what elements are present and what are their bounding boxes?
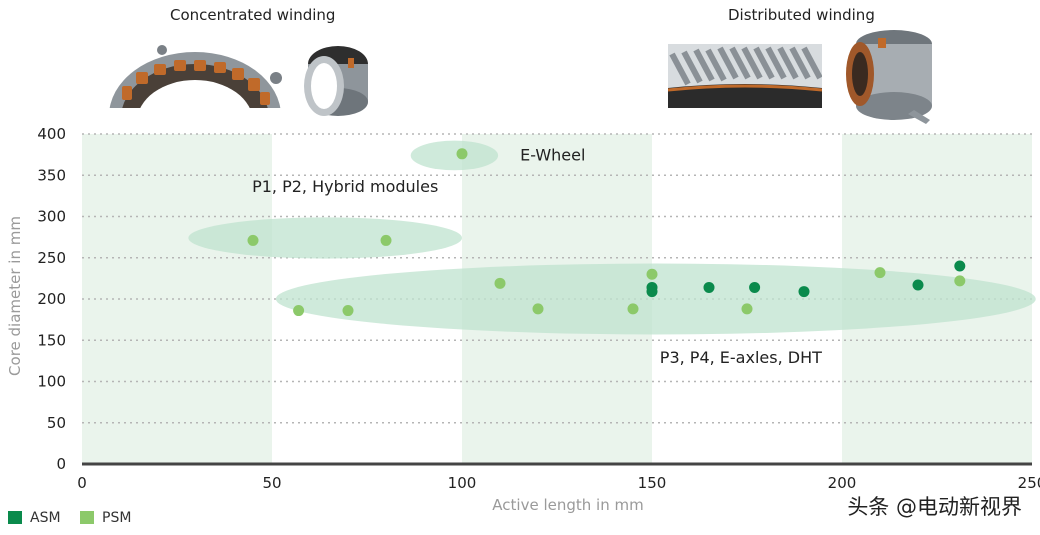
concentrated-stator-photo — [106, 44, 284, 108]
point-psm-8 — [646, 268, 658, 280]
y-tick-label-150: 150 — [37, 331, 66, 349]
y-tick-label-200: 200 — [37, 290, 66, 308]
point-psm-2 — [380, 234, 392, 246]
point-asm-1 — [646, 286, 658, 298]
x-tick-label-0: 0 — [77, 474, 87, 492]
x-tick-label-200: 200 — [828, 474, 857, 492]
data-points — [247, 148, 966, 317]
y-tick-label-100: 100 — [37, 373, 66, 391]
point-asm-4 — [798, 286, 810, 298]
point-psm-9 — [741, 303, 753, 315]
point-asm-6 — [954, 260, 966, 272]
point-psm-3 — [293, 305, 305, 317]
legend-swatch-psm — [80, 511, 94, 524]
region-label-2: P3, P4, E-axles, DHT — [660, 348, 822, 367]
distributed-winding-caption: Distributed winding — [728, 6, 875, 24]
point-psm-10 — [874, 267, 886, 279]
y-tick-label-250: 250 — [37, 249, 66, 267]
y-tick-label-350: 350 — [37, 166, 66, 184]
x-tick-label-50: 50 — [262, 474, 281, 492]
point-psm-7 — [627, 303, 639, 315]
x-tick-label-250: 250 — [1018, 474, 1040, 492]
point-psm-5 — [494, 277, 506, 289]
point-psm-1 — [247, 234, 259, 246]
y-tick-label-400: 400 — [37, 125, 66, 143]
legend-swatch-asm — [8, 511, 22, 524]
distributed-winding-closeup-photo — [668, 44, 822, 108]
region-label-0: E-Wheel — [520, 145, 585, 164]
point-psm-4 — [342, 305, 354, 317]
y-tick-label-50: 50 — [47, 414, 66, 432]
concentrated-winding-caption: Concentrated winding — [170, 6, 336, 24]
legend-label-asm: ASM — [30, 510, 61, 526]
y-tick-label-0: 0 — [56, 455, 66, 473]
application-regions: E-Wheel P1, P2, Hybrid modules P3, P4, E-a… — [188, 140, 1036, 367]
legend: ASM PSM — [8, 510, 131, 526]
region-label-1: P1, P2, Hybrid modules — [252, 177, 438, 196]
concentrated-rotor-photo — [292, 38, 372, 118]
point-asm-5 — [912, 279, 924, 291]
legend-label-psm: PSM — [102, 510, 131, 526]
x-tick-label-150: 150 — [638, 474, 667, 492]
distributed-stator-photo — [838, 24, 938, 128]
x-tick-label-100: 100 — [448, 474, 477, 492]
background-band-0 — [82, 134, 272, 464]
y-axis: 0 50 100 150 200 250 300 350 400 — [37, 125, 66, 473]
region-ellipse-2 — [275, 263, 1036, 335]
point-psm-6 — [532, 303, 544, 315]
y-tick-label-300: 300 — [37, 208, 66, 226]
point-psm-0 — [456, 148, 468, 160]
x-axis-label: Active length in mm — [492, 496, 643, 514]
watermark-text: 头条 @电动新视界 — [847, 495, 1022, 519]
x-axis: 0 50 100 150 200 250 — [77, 462, 1040, 492]
region-ellipse-1 — [188, 217, 462, 259]
point-psm-11 — [954, 275, 966, 287]
point-asm-2 — [703, 281, 715, 293]
point-asm-3 — [749, 281, 761, 293]
region-ellipse-0 — [410, 140, 499, 171]
y-axis-label: Core diameter in mm — [6, 216, 24, 376]
